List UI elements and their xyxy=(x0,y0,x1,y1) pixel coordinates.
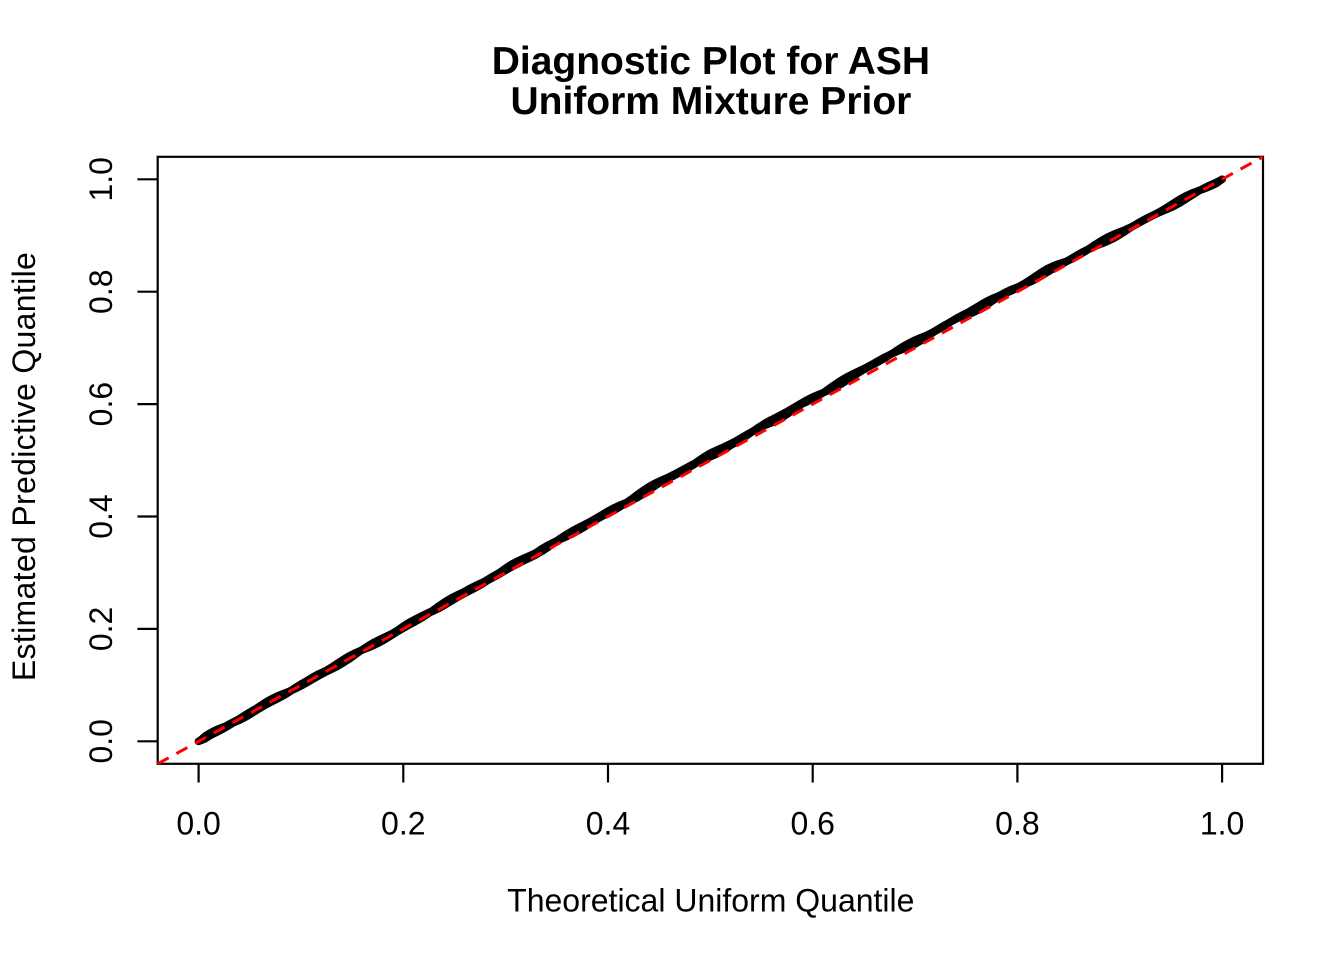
svg-text:0.4: 0.4 xyxy=(586,806,630,842)
svg-text:1.0: 1.0 xyxy=(83,157,119,201)
svg-text:0.6: 0.6 xyxy=(83,382,119,426)
svg-text:Theoretical Uniform Quantile: Theoretical Uniform Quantile xyxy=(507,882,914,918)
svg-text:Estimated Predictive Quantile: Estimated Predictive Quantile xyxy=(6,252,42,681)
svg-text:1.0: 1.0 xyxy=(1200,806,1244,842)
svg-text:0.2: 0.2 xyxy=(381,806,425,842)
svg-text:0.0: 0.0 xyxy=(83,719,119,763)
svg-text:Diagnostic Plot for ASH: Diagnostic Plot for ASH xyxy=(492,40,930,83)
svg-text:Uniform Mixture Prior: Uniform Mixture Prior xyxy=(510,80,911,123)
svg-text:0.2: 0.2 xyxy=(83,607,119,651)
svg-text:0.4: 0.4 xyxy=(83,494,119,538)
svg-text:0.8: 0.8 xyxy=(83,269,119,313)
svg-text:0.0: 0.0 xyxy=(176,806,220,842)
svg-text:0.8: 0.8 xyxy=(995,806,1039,842)
svg-text:0.6: 0.6 xyxy=(790,806,834,842)
